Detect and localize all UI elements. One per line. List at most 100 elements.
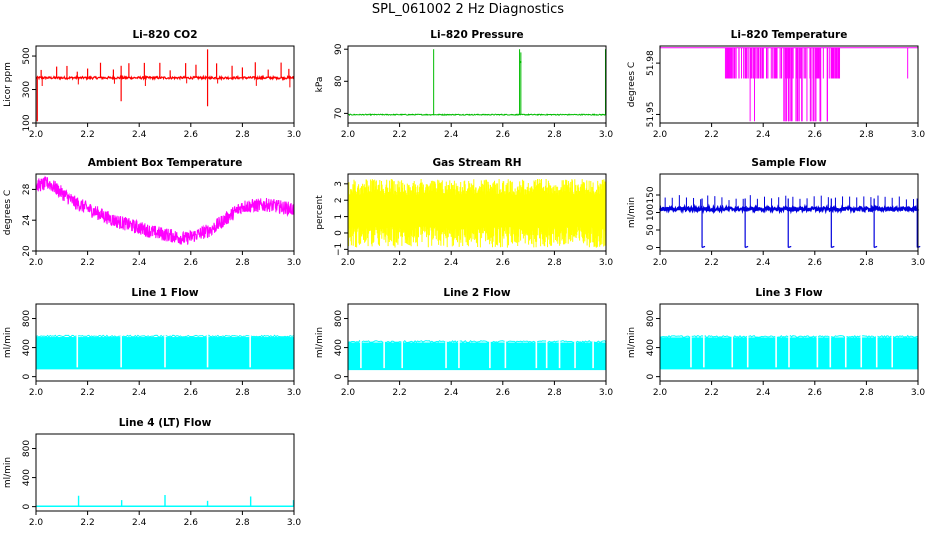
plot-frame — [347, 45, 607, 124]
chart-ambient-box-temperature: Ambient Box Temperature 2.0 2.2 2.4 2.6 2.8 3.… — [3, 157, 301, 268]
band-edge — [347, 339, 607, 344]
x-tick-label: 2.2 — [80, 518, 94, 528]
y-axis-label: degrees C — [3, 190, 13, 235]
series-8 — [660, 334, 919, 370]
chart-title: Li–820 Pressure — [430, 29, 523, 41]
x-tick-label: 2.2 — [392, 130, 406, 140]
x-tick-label: 3.0 — [599, 130, 614, 140]
plot-frame — [347, 173, 607, 252]
x-tick-label: 2.8 — [235, 130, 250, 140]
y-tick-label: 800 — [22, 310, 32, 327]
series-7 — [347, 339, 607, 371]
x-tick-label: 2.6 — [184, 518, 199, 528]
x-tick-label: 2.4 — [756, 130, 771, 140]
x-tick-label: 3.0 — [287, 518, 302, 528]
chart-line4-lt-flow: Line 4 (LT) Flow 2.0 2.2 2.4 2.6 2.8 3.0 0 400 80… — [3, 417, 302, 528]
plot-frame — [35, 173, 295, 252]
y-axis-label: ml/min — [3, 457, 13, 488]
x-tick-label: 2.4 — [132, 518, 147, 528]
x-tick-label: 2.4 — [756, 258, 771, 268]
y-tick-label: −1 — [334, 243, 344, 256]
x-tick-label: 3.0 — [911, 258, 926, 268]
x-tick-label: 2.2 — [392, 258, 406, 268]
y-tick-label: 2 — [334, 197, 344, 203]
plot-frame — [35, 45, 295, 124]
y-axis-label: ml/min — [315, 327, 325, 358]
x-tick-label: 2.0 — [29, 130, 44, 140]
x-tick-label: 3.0 — [599, 388, 614, 398]
series-line — [347, 113, 606, 117]
chart-li820-temperature: Li–820 Temperature 2.0 2.2 2.4 2.6 2.8 3.0 51.9… — [627, 29, 925, 140]
x-tick-label: 2.8 — [859, 388, 874, 398]
y-tick-label: 3 — [334, 181, 344, 187]
x-tick-label: 2.6 — [808, 130, 823, 140]
chart-title: Ambient Box Temperature — [88, 157, 243, 169]
chart-line1-flow: Line 1 Flow 2.0 2.2 2.4 2.6 2.8 3.0 0 400 800 ml/m… — [3, 287, 302, 398]
y-axis-label: degrees C — [627, 62, 637, 107]
y-tick-label: 0 — [646, 244, 656, 250]
series-band — [348, 342, 606, 371]
x-tick-label: 2.4 — [756, 388, 771, 398]
x-tick-label: 2.2 — [80, 130, 94, 140]
x-tick-label: 2.2 — [704, 258, 718, 268]
y-tick-label: 28 — [22, 183, 32, 195]
x-tick-label: 2.4 — [132, 388, 147, 398]
y-tick-label: 51.98 — [646, 50, 656, 76]
y-axis-label: ml/min — [3, 327, 13, 358]
x-tick-label: 2.0 — [653, 258, 668, 268]
series-6 — [35, 334, 295, 370]
chart-title: Line 1 Flow — [131, 287, 198, 299]
x-tick-label: 2.4 — [444, 130, 459, 140]
chart-title: Line 3 Flow — [755, 287, 822, 299]
y-tick-label: 80 — [334, 75, 344, 87]
chart-line2-flow: Line 2 Flow 2.0 2.2 2.4 2.6 2.8 3.0 0 400 800 ml/m… — [315, 287, 614, 398]
y-tick-label: 800 — [646, 310, 656, 327]
y-tick-label: 100 — [22, 114, 32, 131]
y-tick-label: 0 — [334, 374, 344, 380]
chart-title: Sample Flow — [751, 157, 826, 169]
plot-frame — [347, 303, 607, 382]
x-tick-label: 2.0 — [341, 258, 356, 268]
series-1 — [347, 49, 606, 117]
x-tick-label: 2.8 — [547, 258, 562, 268]
y-axis-label: kPa — [315, 77, 325, 93]
plot-frame — [659, 173, 919, 252]
y-tick-label: 24 — [22, 214, 32, 226]
x-tick-label: 2.6 — [496, 258, 511, 268]
x-tick-label: 2.0 — [341, 130, 356, 140]
x-tick-label: 2.0 — [653, 388, 668, 398]
chart-title: Line 4 (LT) Flow — [119, 417, 212, 429]
chart-title: Li–820 Temperature — [731, 29, 848, 41]
y-tick-label: 300 — [22, 81, 32, 98]
x-tick-label: 2.2 — [392, 388, 406, 398]
y-tick-label: 0 — [334, 230, 344, 236]
y-tick-label: 100 — [646, 204, 656, 221]
series-5 — [659, 195, 921, 249]
x-tick-label: 2.6 — [184, 130, 199, 140]
x-tick-label: 2.6 — [496, 388, 511, 398]
y-axis-label: percent — [315, 195, 325, 230]
y-tick-label: 0 — [646, 374, 656, 380]
x-tick-label: 2.8 — [235, 258, 250, 268]
drop — [831, 245, 835, 249]
x-tick-label: 2.0 — [653, 130, 668, 140]
series-9 — [36, 495, 295, 508]
x-tick-label: 3.0 — [287, 130, 302, 140]
drop — [873, 245, 878, 249]
series-line — [35, 175, 295, 245]
chart-line3-flow: Line 3 Flow 2.0 2.2 2.4 2.6 2.8 3.0 0 400 800 ml/m… — [627, 287, 925, 398]
drop — [744, 245, 749, 249]
x-tick-label: 3.0 — [287, 388, 302, 398]
x-tick-label: 2.8 — [235, 518, 250, 528]
series-line — [659, 203, 919, 215]
y-tick-label: 400 — [22, 469, 32, 486]
y-tick-label: 1 — [334, 214, 344, 220]
x-tick-label: 2.0 — [29, 258, 44, 268]
chart-title: Gas Stream RH — [432, 157, 521, 169]
x-tick-label: 2.0 — [29, 518, 44, 528]
series-line — [35, 74, 295, 82]
series-0 — [35, 49, 295, 122]
y-tick-label: 400 — [646, 339, 656, 356]
x-tick-label: 3.0 — [599, 258, 614, 268]
